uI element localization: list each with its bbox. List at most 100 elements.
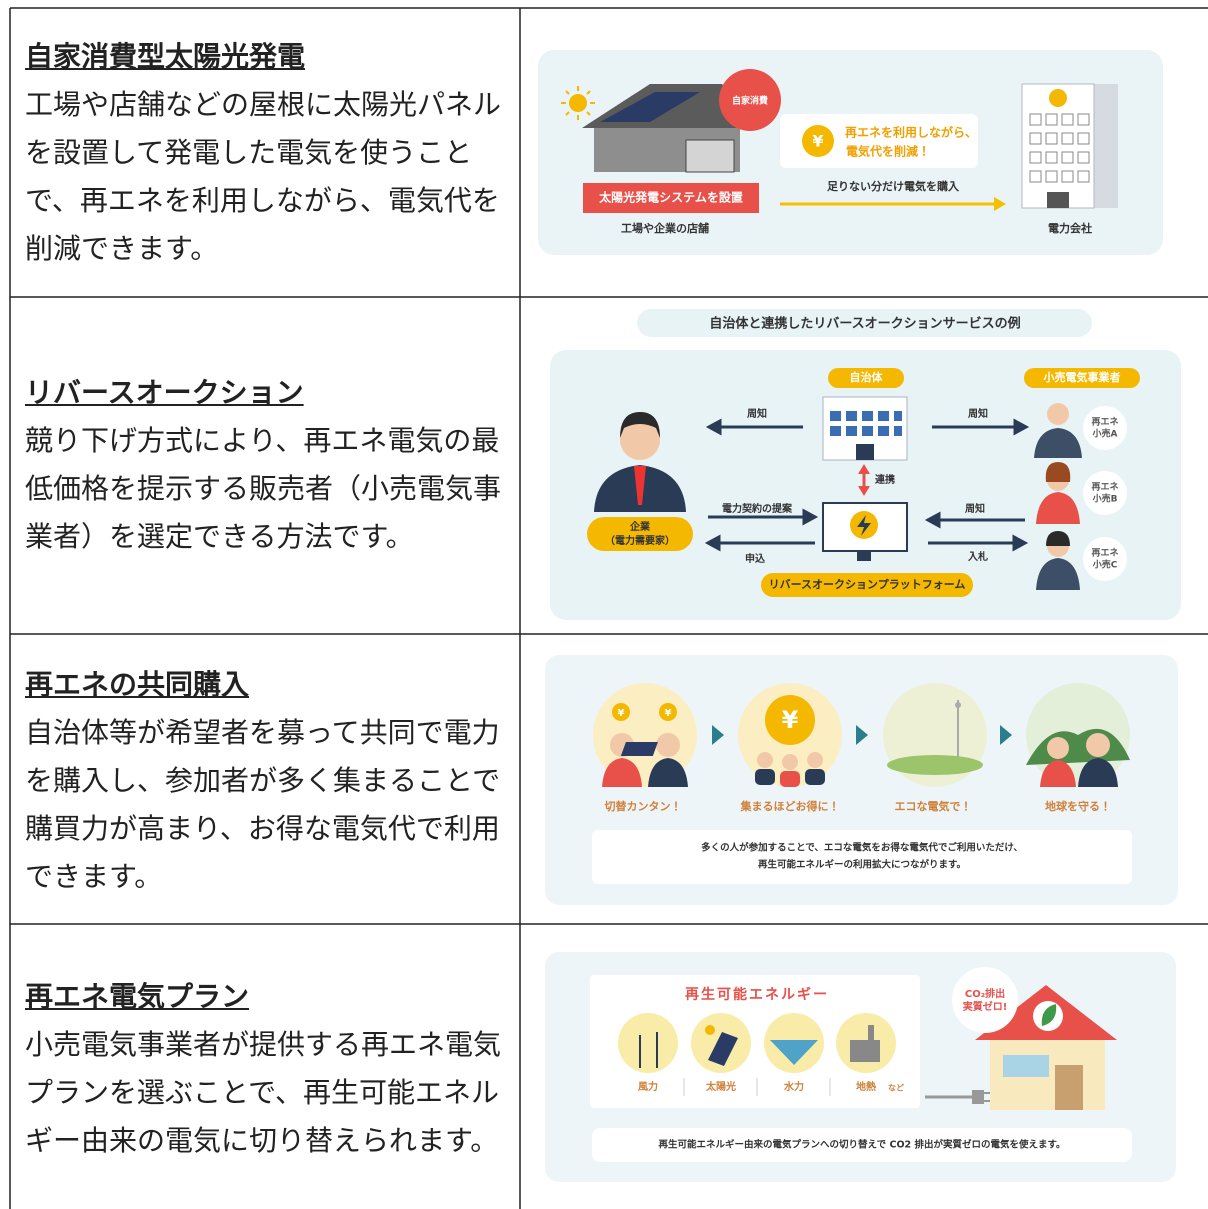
figure-self-consumption-g-rect [1029, 151, 1042, 164]
row-text: 自家消費型太陽光発電工場や店舗などの屋根に太陽光パネルを設置して発電した電気を使… [25, 33, 509, 273]
row-description: 工場や店舗などの屋根に太陽光パネルを設置して発電した電気を使うことで、再エネを利… [25, 88, 502, 265]
row-text: リバースオークション 競り下げ方式により、再エネ電気の最低価格を提示する販売者（小… [25, 369, 509, 561]
figure-group-purchase-g-rect [805, 769, 825, 785]
figure-self-consumption-g-rect [1061, 113, 1074, 126]
figure-group-purchase-g-circle [807, 752, 823, 768]
figure-green-plan-rect [868, 1025, 874, 1041]
source-label: 地熱 [856, 1080, 876, 1093]
figure-reverse-auction-g-polygon [705, 418, 722, 436]
figure-reverse-auction-g-rect [878, 411, 889, 421]
figure-group-purchase-g [712, 725, 1012, 745]
figure-reverse-auction-g-rect [846, 411, 857, 421]
figure-self-consumption-rect [583, 183, 759, 213]
row-title: 再エネの共同購入 [25, 668, 250, 701]
company-label: 企業 [629, 520, 651, 533]
figure-self-consumption-g [561, 86, 595, 120]
step-label: エコな電気で！ [895, 799, 972, 813]
figure-self-consumption-circle [569, 94, 587, 112]
figure-reverse-auction-polygon [858, 486, 870, 496]
figure-reverse-auction-g-path [1036, 492, 1080, 524]
yen: ¥ [812, 132, 823, 151]
table-grid [9, 7, 1208, 1209]
coin: ¥ [618, 708, 625, 719]
retailer-label: 再エネ [1091, 482, 1118, 493]
figure-green-plan-rect [972, 1090, 984, 1104]
figure-reverse-auction-circle [1083, 471, 1127, 515]
cooperation: 連携 [875, 473, 895, 486]
figure-green-plan-rect [1055, 1065, 1083, 1110]
row-title: 再エネ電気プラン [25, 980, 250, 1013]
figure-reverse-auction-rect [761, 573, 973, 597]
figure-reverse-auction-g-polygon [1013, 418, 1030, 436]
arrow-label: 周知 [747, 407, 767, 420]
figure-green-plan-rect [590, 975, 920, 1108]
badge-line: CO₂排出 [965, 987, 1005, 1000]
source-label: 風力 [638, 1080, 658, 1093]
figure-green-plan: 再生可能エネルギー 風力 太陽光 水力 地熱 など CO₂排出 実質ゼロ! 再生… [545, 952, 1176, 1182]
figure-reverse-auction-rect [828, 368, 904, 388]
figure-group-purchase-g-circle [782, 754, 798, 770]
figure-self-consumption-g-rect [1077, 151, 1090, 164]
figure-self-consumption-polygon [994, 197, 1006, 211]
figure-group-purchase-circle [659, 703, 677, 721]
retailer-label: 小売C [1092, 559, 1118, 571]
figure-self-consumption-g-rect [1077, 132, 1090, 145]
figure-group-purchase-path [648, 758, 688, 787]
figure-group-purchase-circle [765, 695, 815, 745]
message-line: 再エネを利用しながら、 [845, 125, 977, 140]
figure-reverse-auction-g-polygon [704, 534, 721, 552]
figure-green-plan-path [1041, 1004, 1057, 1026]
figure-group-purchase-circle [612, 703, 630, 721]
figure-self-consumption-g [1029, 113, 1090, 183]
badge: 自家消費 [732, 95, 768, 107]
figure-green-plan-polygon [770, 1040, 818, 1065]
figure-reverse-auction-circle [1083, 537, 1127, 581]
figure-self-consumption-circle [1049, 89, 1067, 107]
figure-reverse-auction-rect [587, 517, 693, 551]
figure-reverse-auction-g-polygon [1012, 534, 1029, 552]
figure-green-plan-g [683, 1078, 831, 1096]
retailers: 小売電気事業者 [1043, 370, 1121, 384]
retailer-label: 小売B [1092, 493, 1118, 505]
figure-heading: 自治体と連携したリバースオークションサービスの例 [709, 316, 1020, 332]
figure-reverse-auction-g-polygon [802, 508, 819, 526]
figure-group-purchase: ¥ ¥ ¥ 切替カンタン！ 集まるほどお得に！ エコな電気で！ 地球を守る！ 多… [545, 655, 1178, 905]
row-title: 自家消費型太陽光発電 [25, 40, 306, 73]
arrow-label: 電力契約の提案 [722, 502, 793, 515]
etc: など [888, 1083, 904, 1093]
row-description: 小売電気事業者が提供する再エネ電気プランを選ぶことで、再生可能エネルギー由来の電… [25, 1028, 502, 1157]
figure-group-purchase-circle [1047, 737, 1069, 759]
arrow-label: 周知 [965, 502, 985, 515]
row-description: 競り下げ方式により、再エネ電気の最低価格を提示する販売者（小売電気事業者）を選定… [25, 424, 502, 553]
figure-reverse-auction-g [830, 411, 902, 436]
figure-group-purchase-g-rect [780, 771, 800, 787]
figure-green-plan-g [639, 1032, 658, 1068]
coin: ¥ [782, 706, 799, 734]
button: 太陽光発電システムを設置 [598, 190, 743, 205]
row-text: 再エネ電気プラン小売電気事業者が提供する再エネ電気プランを選ぶことで、再生可能エ… [25, 973, 509, 1165]
figure-reverse-auction-rect [637, 309, 1092, 337]
figure-self-consumption-g-line [586, 90, 591, 95]
figure-group-purchase-path [1078, 758, 1118, 787]
figure-green-plan-circle [618, 1013, 678, 1073]
source-label: 太陽光 [705, 1080, 736, 1093]
figure-reverse-auction-g-rect [830, 411, 841, 421]
badge-line: 実質ゼロ! [963, 1000, 1008, 1013]
figure-group-purchase-g [755, 752, 825, 787]
figure-group-purchase-g-circle [757, 752, 773, 768]
figure-self-consumption-g-line [586, 111, 591, 116]
figure-reverse-auction-g-rect [830, 426, 841, 436]
figure-green-plan-circle [952, 967, 1018, 1033]
figure-self-consumption-g-rect [1077, 113, 1090, 126]
figure-self-consumption-g-rect [1029, 132, 1042, 145]
figure-reverse-auction-g-path [1046, 531, 1070, 546]
figure-self-consumption-rect [1047, 192, 1069, 208]
figure-reverse-auction-g-path [1036, 558, 1080, 590]
retailer-label: 小売A [1092, 428, 1118, 440]
figure-group-purchase-circle [1086, 733, 1110, 757]
platform: リバースオークションプラットフォーム [769, 577, 966, 591]
figure-reverse-auction: 自治体と連携したリバースオークションサービスの例 企業 （電力需要家） 周知 周… [550, 309, 1181, 620]
figure-self-consumption: 自家消費 太陽光発電システムを設置 工場や企業の店舗 ¥ 再エネを利用しながら、… [538, 50, 1163, 255]
figure-green-plan-rect [1003, 1055, 1049, 1077]
figure-self-consumption-g-rect [1061, 170, 1074, 183]
